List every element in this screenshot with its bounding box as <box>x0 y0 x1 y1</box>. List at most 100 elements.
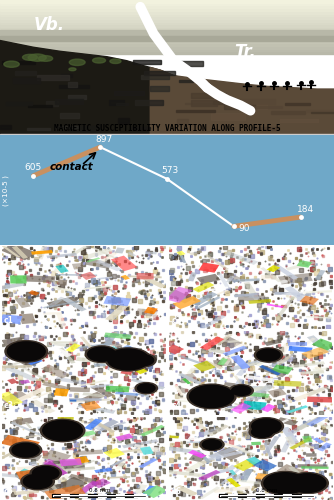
Bar <box>204 360 223 370</box>
Bar <box>103 332 118 346</box>
Bar <box>84 286 112 290</box>
Bar <box>243 282 261 300</box>
Bar <box>109 476 130 478</box>
Circle shape <box>4 61 19 68</box>
Bar <box>226 478 241 488</box>
Bar <box>313 368 328 371</box>
Bar <box>278 296 296 316</box>
Bar <box>54 348 72 358</box>
Circle shape <box>88 347 116 362</box>
Bar <box>46 253 77 258</box>
Bar <box>313 90 334 96</box>
Bar <box>286 261 316 270</box>
Bar <box>198 470 220 480</box>
Bar <box>0 244 20 258</box>
Circle shape <box>252 426 273 438</box>
Bar <box>232 278 260 282</box>
Bar <box>20 468 29 473</box>
Bar <box>106 386 130 392</box>
Bar <box>247 392 270 398</box>
Bar <box>29 461 44 475</box>
Bar <box>182 378 191 384</box>
Bar <box>44 419 55 425</box>
Bar <box>1 243 37 260</box>
Bar <box>176 400 207 404</box>
Bar <box>134 484 147 494</box>
Bar <box>53 268 66 273</box>
Bar <box>68 95 86 98</box>
Bar <box>281 440 292 452</box>
Bar <box>287 295 306 300</box>
Bar <box>260 404 274 410</box>
Bar <box>54 99 84 104</box>
Bar <box>128 348 141 350</box>
Bar <box>223 274 241 282</box>
Circle shape <box>190 386 233 407</box>
Circle shape <box>249 426 275 438</box>
Bar <box>28 290 40 296</box>
Bar <box>1 435 40 451</box>
Circle shape <box>38 56 53 62</box>
Bar <box>121 275 130 280</box>
Bar <box>137 273 154 280</box>
Circle shape <box>10 442 42 458</box>
Bar <box>181 373 198 381</box>
Bar <box>165 289 194 304</box>
Bar <box>56 313 66 328</box>
Bar <box>253 460 277 471</box>
Bar <box>221 405 240 410</box>
Bar <box>28 359 43 365</box>
Bar <box>288 342 307 346</box>
Bar <box>259 365 281 376</box>
Text: Vb.: Vb. <box>33 16 64 34</box>
Bar <box>42 450 71 464</box>
Circle shape <box>23 474 52 488</box>
Bar <box>251 442 261 445</box>
Bar <box>116 460 126 469</box>
Bar <box>188 272 197 281</box>
Bar <box>107 358 135 371</box>
Bar <box>69 398 102 400</box>
Bar <box>72 263 84 270</box>
Bar <box>289 437 312 450</box>
Bar <box>0 36 334 40</box>
Bar <box>118 396 125 402</box>
Bar <box>56 476 88 492</box>
Bar <box>111 256 137 271</box>
Bar <box>264 339 282 346</box>
Bar <box>42 382 70 391</box>
Bar <box>288 362 325 368</box>
Bar <box>306 110 334 112</box>
Bar <box>25 54 36 57</box>
Bar <box>30 400 55 413</box>
Bar <box>297 414 328 430</box>
Bar <box>50 467 64 473</box>
Bar <box>27 128 49 130</box>
Bar <box>104 296 131 306</box>
Bar <box>90 384 114 388</box>
Bar <box>306 453 317 456</box>
Circle shape <box>22 54 37 60</box>
Bar <box>17 465 49 471</box>
Bar <box>248 299 272 304</box>
Circle shape <box>69 59 85 66</box>
Bar <box>19 366 49 382</box>
Bar <box>197 286 229 293</box>
Bar <box>275 353 295 366</box>
Bar <box>68 82 77 86</box>
Bar <box>77 404 116 414</box>
Bar <box>0 8 334 11</box>
Bar <box>127 443 159 451</box>
Bar <box>133 444 161 452</box>
Bar <box>111 448 145 454</box>
Bar <box>200 427 222 436</box>
Bar <box>0 365 32 368</box>
Bar <box>269 357 296 367</box>
Bar <box>313 438 324 444</box>
Bar <box>142 486 156 496</box>
Bar <box>22 335 47 345</box>
Bar <box>116 103 128 105</box>
Bar <box>258 365 288 378</box>
Bar <box>196 296 221 309</box>
Circle shape <box>43 420 82 440</box>
